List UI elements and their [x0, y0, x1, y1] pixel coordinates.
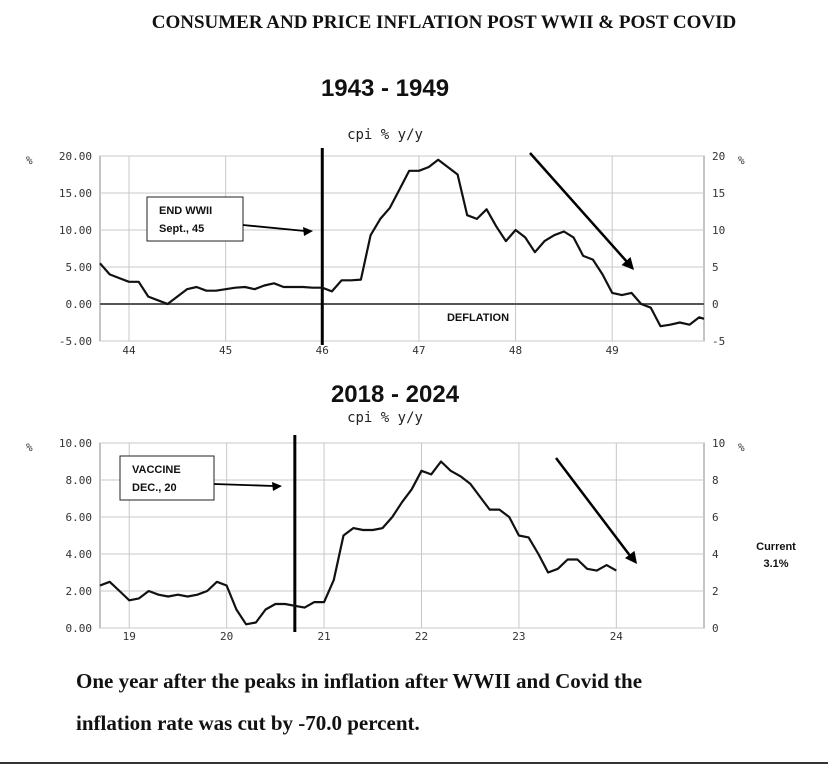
y-tick-label-left: -5.00 — [59, 335, 92, 348]
x-tick-label: 46 — [316, 344, 329, 357]
y-tick-label-left: 5.00 — [66, 261, 93, 274]
y-tick-label-right: 0 — [712, 298, 719, 311]
y-tick-label-right: 2 — [712, 585, 719, 598]
caption-line-1: One year after the peaks in inflation af… — [76, 669, 643, 693]
decline-arrow-head — [624, 550, 637, 564]
decline-arrow-shaft — [555, 457, 632, 558]
x-tick-label: 24 — [610, 630, 624, 643]
y-tick-label-right: 5 — [712, 261, 719, 274]
caption-line-2: inflation rate was cut by -70.0 percent. — [76, 711, 420, 735]
y-tick-label-right: -5 — [712, 335, 725, 348]
decline-arrow-head — [621, 257, 634, 270]
x-tick-label: 45 — [219, 344, 232, 357]
annotation-arrow-shaft — [213, 483, 275, 487]
y-tick-label-right: 15 — [712, 187, 725, 200]
y-tick-label-right: 8 — [712, 474, 719, 487]
y-tick-label-left: 4.00 — [66, 548, 93, 561]
y-tick-label-left: 2.00 — [66, 585, 93, 598]
cpi-series-line-covid — [99, 460, 617, 626]
annotation-arrow-head — [303, 227, 313, 236]
annotation-text-line-1: END WWII — [159, 205, 212, 217]
y-tick-label-left: 8.00 — [66, 474, 93, 487]
y-axis-unit-right: % — [738, 441, 745, 454]
chart-subtitle-2: cpi % y/y — [347, 410, 423, 426]
annotation-box — [119, 455, 215, 501]
deflation-label: DEFLATION — [447, 312, 509, 324]
y-tick-label-left: 15.00 — [59, 187, 92, 200]
y-tick-label-left: 10.00 — [59, 437, 92, 450]
annotation-text-line-1: VACCINE — [132, 464, 181, 476]
chart-title-1943-1949: 1943 - 1949 — [320, 75, 450, 102]
chart-subtitle-1: cpi % y/y — [347, 127, 423, 143]
caption: One year after the peaks in inflation af… — [76, 660, 776, 744]
x-tick-label: 49 — [606, 344, 619, 357]
y-tick-label-right: 10 — [712, 224, 725, 237]
y-tick-label-right: 10 — [712, 437, 725, 450]
y-tick-label-right: 4 — [712, 548, 719, 561]
x-tick-label: 48 — [509, 344, 522, 357]
y-tick-label-right: 20 — [712, 150, 725, 163]
annotation-arrow-shaft — [242, 224, 306, 232]
y-axis-unit-right: % — [738, 154, 745, 167]
bottom-divider — [0, 762, 828, 764]
annotation-text-line-2: DEC., 20 — [132, 482, 177, 494]
chart-title-2018-2024: 2018 - 2024 — [330, 381, 460, 408]
decline-arrow-shaft — [529, 152, 629, 264]
x-tick-label: 20 — [220, 630, 233, 643]
y-tick-label-left: 10.00 — [59, 224, 92, 237]
x-tick-label: 22 — [415, 630, 428, 643]
y-tick-label-left: 0.00 — [66, 622, 93, 635]
x-tick-label: 19 — [123, 630, 136, 643]
cpi-series-line-wwii — [99, 158, 705, 328]
y-tick-label-right: 6 — [712, 511, 719, 524]
page-title: CONSUMER AND PRICE INFLATION POST WWII &… — [151, 12, 737, 33]
annotation-arrow-head — [272, 482, 282, 491]
x-tick-label: 21 — [317, 630, 330, 643]
y-axis-unit-left: % — [26, 441, 33, 454]
annotation-text-line-2: Sept., 45 — [159, 223, 204, 235]
current-label-line-2: 3.1% — [763, 558, 788, 570]
annotation-box — [146, 196, 244, 242]
x-tick-label: 23 — [512, 630, 525, 643]
x-tick-label: 44 — [122, 344, 136, 357]
y-axis-unit-left: % — [26, 154, 33, 167]
y-tick-label-right: 0 — [712, 622, 719, 635]
y-tick-label-left: 6.00 — [66, 511, 93, 524]
current-label-line-1: Current — [756, 541, 796, 553]
x-tick-label: 47 — [412, 344, 425, 357]
y-tick-label-left: 20.00 — [59, 150, 92, 163]
y-tick-label-left: 0.00 — [66, 298, 93, 311]
